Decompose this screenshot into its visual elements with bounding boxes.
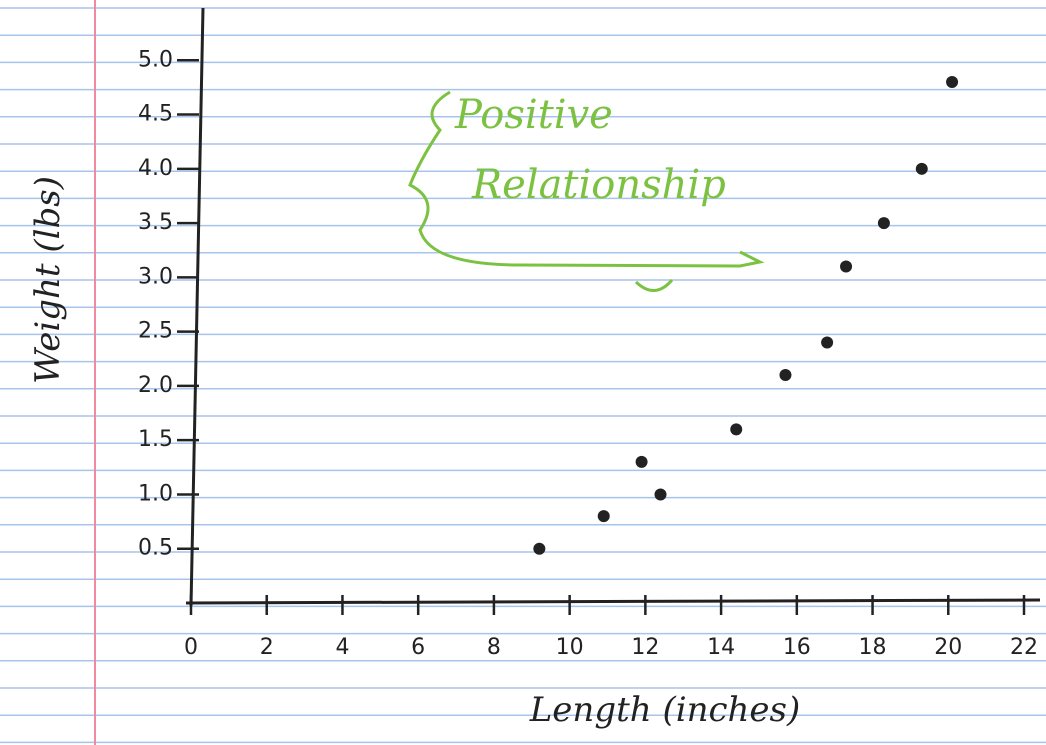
- y-tick-label: 4.5: [138, 102, 173, 127]
- y-tick-label: 1.5: [138, 427, 173, 452]
- y-tick-label: 4.0: [138, 156, 173, 181]
- y-axis-title: Weight (lbs): [28, 176, 68, 384]
- x-axis-title: Length (inches): [529, 690, 801, 730]
- smiley: [636, 280, 672, 291]
- x-tick-label: 4: [335, 635, 349, 660]
- y-tick-label: 3.5: [138, 210, 173, 235]
- y-tick-label: 2.5: [138, 319, 173, 344]
- point: [878, 217, 890, 229]
- y-tick-label: 0.5: [138, 536, 173, 561]
- x-axis: [186, 600, 1040, 603]
- x-tick-label: 22: [1010, 635, 1038, 660]
- x-tick-label: 16: [783, 635, 811, 660]
- x-tick-label: 6: [411, 635, 425, 660]
- annotation: Positive: [454, 92, 613, 138]
- x-tick-label: 2: [260, 635, 274, 660]
- point: [946, 76, 958, 88]
- point: [840, 261, 852, 273]
- y-tick-label: 1.0: [138, 481, 173, 506]
- y-tick-label: 3.0: [138, 264, 173, 289]
- chart: Positive Relationship Weight (lbs) Lengt…: [0, 0, 1046, 745]
- point: [533, 543, 545, 555]
- x-tick-label: 14: [707, 635, 735, 660]
- point: [916, 163, 928, 175]
- x-tick-label: 18: [859, 635, 887, 660]
- x-tick-label: 12: [631, 635, 659, 660]
- x-tick-label: 8: [487, 635, 501, 660]
- y-tick-label: 5.0: [138, 47, 173, 72]
- point: [730, 423, 742, 435]
- y-tick-label: 2.0: [138, 373, 173, 398]
- point: [655, 488, 667, 500]
- point: [779, 369, 791, 381]
- x-tick-label: 10: [556, 635, 584, 660]
- x-tick-label: 20: [934, 635, 962, 660]
- page: Positive Relationship Weight (lbs) Lengt…: [0, 0, 1046, 745]
- point: [821, 336, 833, 348]
- point: [636, 456, 648, 468]
- x-tick-label: 0: [184, 635, 198, 660]
- point: [598, 510, 610, 522]
- annotation: Relationship: [471, 162, 726, 208]
